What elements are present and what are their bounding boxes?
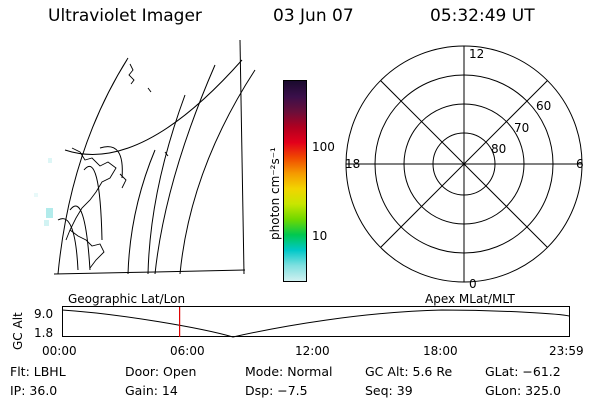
altitude-axis-label: GC Alt <box>11 312 25 350</box>
info-gain: Gain: 14 <box>125 383 178 398</box>
time-tick-0000: 00:00 <box>42 344 77 358</box>
geographic-map <box>34 40 256 275</box>
info-gc-alt: GC Alt: 5.6 Re <box>365 364 453 379</box>
geographic-caption: Geographic Lat/Lon <box>68 292 186 306</box>
app-title: Ultraviolet Imager <box>48 6 202 26</box>
coastline <box>65 63 169 269</box>
altitude-tick-low: 1.8 <box>34 326 54 340</box>
uv-emission <box>34 158 53 226</box>
time-tick-1200: 12:00 <box>295 344 330 358</box>
polar-plot: 12 18 6 0 60 70 80 <box>345 45 584 291</box>
info-seq: Seq: 39 <box>365 383 413 398</box>
time-tick-1800: 18:00 <box>423 344 458 358</box>
altitude-curve <box>62 309 570 338</box>
info-filter: Flt: LBHL <box>10 364 66 379</box>
mlt-label-6: 6 <box>576 157 584 171</box>
colorbar-unit-label: photon cm⁻²s⁻¹ <box>268 147 282 240</box>
info-glat: GLat: −61.2 <box>485 364 561 379</box>
altitude-frame <box>62 306 570 337</box>
info-glon: GLon: 325.0 <box>485 383 561 398</box>
mlt-label-0: 0 <box>469 277 477 291</box>
info-door: Door: Open <box>125 364 197 379</box>
altitude-tick-high: 9.0 <box>34 307 54 321</box>
colorbar-tick-100: 100 <box>312 140 335 154</box>
time-label: 05:32:49 UT <box>430 6 535 26</box>
lat-lon-grid <box>53 40 256 275</box>
info-ip: IP: 36.0 <box>10 383 58 398</box>
mlt-label-18: 18 <box>345 157 360 171</box>
polar-diagonal-2 <box>380 80 548 248</box>
mlat-label-80: 80 <box>491 142 506 156</box>
apex-caption: Apex MLat/MLT <box>425 292 515 306</box>
time-tick-0600: 06:00 <box>170 344 205 358</box>
mlat-label-70: 70 <box>514 121 529 135</box>
mlt-label-12: 12 <box>469 47 484 61</box>
time-tick-2359: 23:59 <box>549 344 584 358</box>
altitude-plot <box>62 306 570 338</box>
mlat-label-60: 60 <box>536 99 551 113</box>
color-scale-bar <box>283 80 307 282</box>
info-mode: Mode: Normal <box>245 364 333 379</box>
date-label: 03 Jun 07 <box>273 6 354 26</box>
colorbar-tick-10: 10 <box>312 229 328 243</box>
info-dsp: Dsp: −7.5 <box>245 383 308 398</box>
